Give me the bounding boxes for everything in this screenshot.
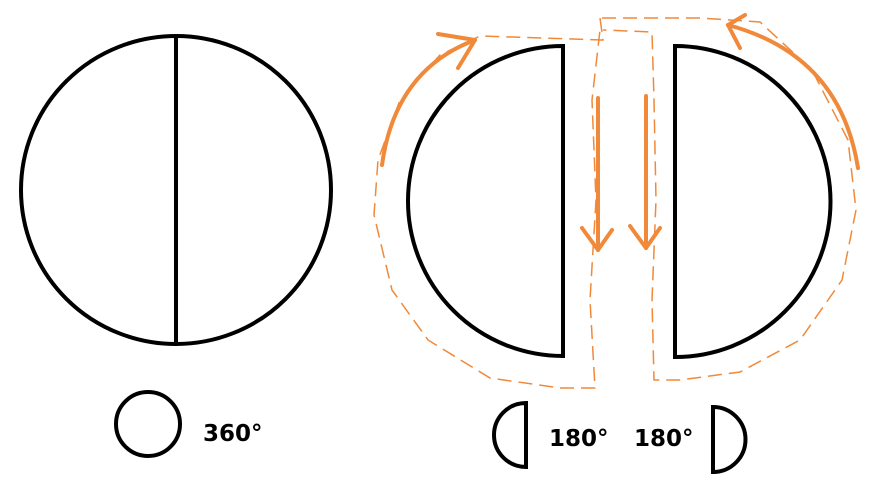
left-half-icon <box>492 400 528 470</box>
left-down-arrowhead <box>580 226 614 252</box>
right-half-circle <box>673 43 833 360</box>
right-rotate-arrow <box>726 23 860 170</box>
full-circle-group <box>19 34 333 346</box>
dashed-outlines <box>373 17 857 389</box>
left-half-label: 180° <box>549 426 609 452</box>
right-down-arrowhead <box>628 224 662 250</box>
right-dashed-outline <box>602 17 857 381</box>
left-half-circle <box>406 43 565 359</box>
full-circle-icon <box>114 390 182 458</box>
left-rotate-arrow <box>380 38 477 167</box>
rotation-arrows <box>380 13 860 170</box>
left-dashed-outline <box>373 17 604 389</box>
right-half-icon <box>711 404 748 475</box>
right-rotate-arrowhead <box>726 13 747 50</box>
down-arrows <box>580 94 662 252</box>
full-circle-label: 360° <box>203 421 263 447</box>
right-half-label: 180° <box>634 426 694 452</box>
left-rotate-arrowhead <box>436 32 477 70</box>
